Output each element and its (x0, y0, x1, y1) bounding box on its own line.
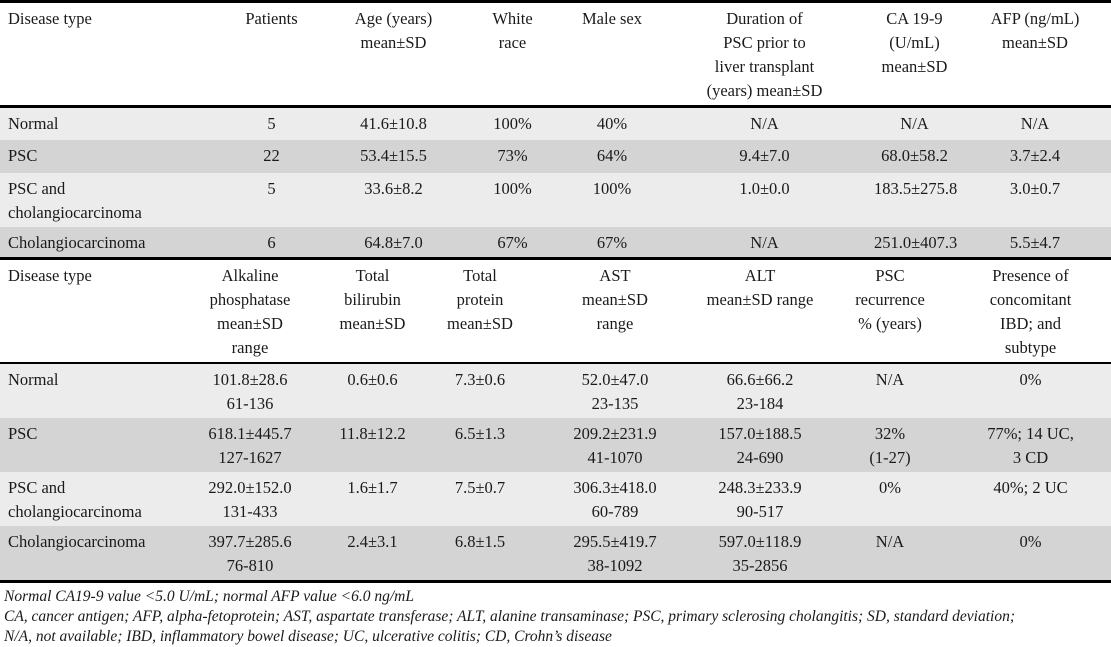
data-cell: 100% (592, 178, 632, 198)
table-footnotes: Normal CA19-9 value <5.0 U/mL; normal AF… (0, 583, 1111, 647)
data-cell: 64.8±7.0 (364, 232, 423, 252)
table-row-psc: PSC 22 53.4±15.5 73% 64% 9.4±7.0 68.0±58… (0, 139, 1111, 173)
data-cell: 66.6±66.2 23-184 (726, 369, 794, 413)
data-cell: 53.4±15.5 (360, 145, 427, 165)
data-cell: 209.2±231.9 41-1070 (573, 423, 657, 467)
data-cell: 3.7±2.4 (1009, 145, 1061, 165)
row-label: PSC and cholangiocarcinoma (8, 477, 142, 521)
row-label: Cholangiocarcinoma (8, 531, 146, 551)
table-section-labs: Disease type Alkaline phosphatase mean±S… (0, 256, 1111, 583)
data-cell: 5 (267, 114, 276, 133)
header-row: Disease type Alkaline phosphatase mean±S… (0, 258, 1111, 364)
data-cell: 32% (1-27) (869, 423, 911, 467)
data-cell: 5.5±4.7 (1009, 232, 1061, 252)
data-cell: 0% (879, 477, 901, 497)
data-cell: 68.0±58.2 (881, 145, 948, 165)
data-cell: 306.3±418.0 60-789 (573, 477, 657, 521)
data-cell: 0% (1019, 369, 1042, 389)
data-cell: 0.6±0.6 (347, 369, 398, 389)
row-label: Normal (8, 114, 59, 133)
footnote-abbreviations-2: N/A, not available; IBD, inflammatory bo… (4, 627, 612, 645)
data-cell: 292.0±152.0 131-433 (208, 477, 292, 521)
data-cell: 397.7±285.6 76-810 (208, 531, 292, 575)
data-cell: 40%; 2 UC (993, 477, 1068, 497)
table-row-psc-and-cholangiocarcinoma: PSC and cholangiocarcinoma 292.0±152.0 1… (0, 471, 1111, 526)
data-cell: 0% (1019, 531, 1042, 551)
table-row-psc: PSC 618.1±445.7 127-1627 11.8±12.2 6.5±1… (0, 417, 1111, 472)
header-total-protein: Total protein mean±SD (420, 258, 540, 364)
header-row: Disease type Patients Age (years) mean±S… (0, 1, 1111, 108)
data-cell: N/A (875, 531, 905, 551)
row-label: PSC (8, 145, 38, 165)
data-cell: 1.0±0.0 (739, 178, 790, 198)
header-psc-recurrence: PSC recurrence % (years) (830, 258, 950, 364)
data-cell: 6.8±1.5 (454, 531, 506, 551)
table-row-normal: Normal 101.8±28.6 61-136 0.6±0.6 7.3±0.6… (0, 362, 1111, 418)
header-patients: Patients (216, 1, 327, 108)
header-afp: AFP (ng/mL) mean±SD (959, 1, 1111, 108)
data-cell: 9.4±7.0 (739, 145, 790, 165)
data-cell: 11.8±12.2 (339, 423, 406, 443)
data-cell: 6.5±1.3 (454, 423, 506, 443)
row-label: Normal (8, 369, 59, 389)
data-cell: N/A (750, 232, 779, 252)
data-cell: 248.3±233.9 90-517 (718, 477, 802, 521)
data-cell: 2.4±3.1 (347, 531, 398, 551)
data-cell: 251.0±407.3 (874, 232, 958, 252)
data-cell: 6 (267, 232, 276, 252)
header-disease-type: Disease type (0, 1, 216, 108)
header-total-bilirubin: Total bilirubin mean±SD (325, 258, 420, 364)
header-ibd: Presence of concomitant IBD; and subtype (950, 258, 1111, 364)
header-alkaline-phosphatase: Alkaline phosphatase mean±SD range (175, 258, 325, 364)
data-cell: N/A (750, 114, 779, 133)
header-alt: ALT mean±SD range (690, 258, 830, 364)
data-cell: 7.3±0.6 (454, 369, 506, 389)
header-duration-psc: Duration of PSC prior to liver transplan… (659, 1, 870, 108)
data-cell: 77%; 14 UC, 3 CD (987, 423, 1074, 467)
table-section-demographics: Disease type Patients Age (years) mean±S… (0, 0, 1111, 257)
data-cell: 40% (596, 114, 628, 133)
row-label: Cholangiocarcinoma (8, 232, 146, 252)
header-white-race: White race (460, 1, 565, 108)
data-cell: 183.5±275.8 (874, 178, 958, 198)
row-label: PSC and cholangiocarcinoma (8, 178, 142, 222)
data-cell: 1.6±1.7 (347, 477, 398, 497)
data-cell: 52.0±47.0 23-135 (581, 369, 649, 413)
data-cell: 597.0±118.9 35-2856 (718, 531, 802, 575)
data-cell: 22 (263, 145, 280, 165)
header-ca19-9: CA 19-9 (U/mL) mean±SD (870, 1, 959, 108)
data-cell: 67% (497, 232, 528, 252)
data-cell: 73% (497, 145, 528, 165)
table-row-normal: Normal 5 41.6±10.8 100% 40% N/A N/A N/A (0, 106, 1111, 140)
data-cell: 67% (596, 232, 628, 252)
data-cell: N/A (875, 369, 905, 389)
table-row-cholangiocarcinoma: Cholangiocarcinoma 6 64.8±7.0 67% 67% N/… (0, 226, 1111, 257)
data-cell: 3.0±0.7 (1009, 178, 1061, 198)
header-disease-type: Disease type (0, 258, 175, 364)
data-cell: 295.5±419.7 38-1092 (573, 531, 657, 575)
footnote-abbreviations-1: CA, cancer antigen; AFP, alpha-fetoprote… (4, 607, 1016, 625)
footnote-normal-values: Normal CA19-9 value <5.0 U/mL; normal AF… (4, 587, 414, 605)
data-cell: 7.5±0.7 (454, 477, 506, 497)
data-cell: 33.6±8.2 (364, 178, 423, 198)
data-cell: N/A (900, 114, 929, 133)
table-row-cholangiocarcinoma: Cholangiocarcinoma 397.7±285.6 76-810 2.… (0, 525, 1111, 581)
data-cell: 100% (493, 114, 532, 133)
data-cell: 64% (596, 145, 628, 165)
data-cell: N/A (1020, 114, 1050, 133)
data-cell: 41.6±10.8 (360, 114, 427, 133)
data-cell: 100% (493, 178, 532, 198)
header-ast: AST mean±SD range (540, 258, 690, 364)
data-cell: 5 (267, 178, 276, 198)
data-cell: 157.0±188.5 24-690 (718, 423, 802, 467)
data-cell: 618.1±445.7 127-1627 (208, 423, 292, 467)
header-age: Age (years) mean±SD (327, 1, 460, 108)
table-row-psc-and-cholangiocarcinoma: PSC and cholangiocarcinoma 5 33.6±8.2 10… (0, 172, 1111, 227)
data-cell: 101.8±28.6 61-136 (212, 369, 288, 413)
row-label: PSC (8, 423, 38, 443)
header-male-sex: Male sex (565, 1, 659, 108)
